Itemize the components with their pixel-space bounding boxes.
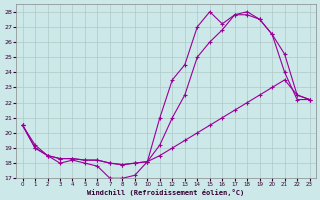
X-axis label: Windchill (Refroidissement éolien,°C): Windchill (Refroidissement éolien,°C)	[87, 189, 245, 196]
